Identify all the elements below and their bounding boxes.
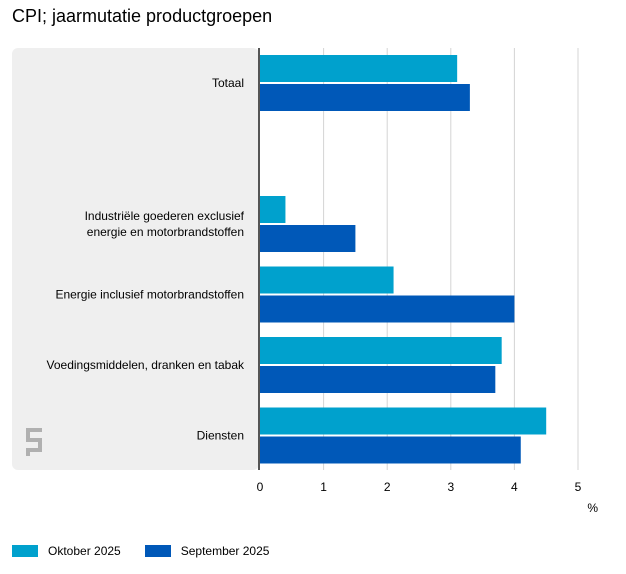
gridlines xyxy=(323,48,579,470)
logo-stroke xyxy=(38,442,42,448)
bar xyxy=(260,337,502,364)
x-axis-unit: % xyxy=(587,501,598,515)
legend-swatch xyxy=(144,545,171,557)
logo-stroke xyxy=(26,438,42,442)
chart-title: CPI; jaarmutatie productgroepen xyxy=(12,6,273,26)
legend-label: Oktober 2025 xyxy=(48,544,121,558)
category-label: Industriële goederen exclusief xyxy=(85,209,245,223)
bar xyxy=(260,196,286,223)
legend-label: September 2025 xyxy=(180,544,270,558)
category-label: Diensten xyxy=(197,429,244,443)
bars xyxy=(260,55,547,464)
x-tick-label: 0 xyxy=(257,480,264,494)
x-tick-labels: 0 1 2 3 4 5 xyxy=(257,480,582,494)
x-tick-label: 4 xyxy=(511,480,518,494)
x-tick-label: 2 xyxy=(384,480,391,494)
logo-stroke xyxy=(26,448,42,452)
bar xyxy=(260,407,547,435)
cbs-logo-icon xyxy=(26,428,42,456)
logo-stroke xyxy=(26,432,30,438)
bar xyxy=(260,266,394,294)
bar xyxy=(260,55,458,82)
legend: Oktober 2025 September 2025 xyxy=(12,544,293,558)
legend-item-oktober[interactable]: Oktober 2025 xyxy=(12,544,121,558)
bar xyxy=(260,295,515,323)
logo-stroke xyxy=(26,428,42,432)
legend-swatch xyxy=(12,545,38,557)
category-label: Voedingsmiddelen, dranken en tabak xyxy=(47,358,245,372)
category-label: energie en motorbrandstoffen xyxy=(87,225,244,239)
category-labels: Totaal Industriële goederen exclusief ener… xyxy=(47,76,245,443)
label-area-background xyxy=(12,48,259,470)
logo-stroke xyxy=(26,452,30,456)
x-tick-label: 3 xyxy=(447,480,454,494)
x-tick-label: 5 xyxy=(575,480,582,494)
category-label: Energie inclusief motorbrandstoffen xyxy=(55,288,244,302)
legend-item-september[interactable]: September 2025 xyxy=(144,544,270,558)
bar xyxy=(260,366,496,393)
bar xyxy=(260,225,356,252)
category-label: Totaal xyxy=(212,76,244,90)
bar xyxy=(260,84,470,111)
bar xyxy=(260,436,521,464)
x-tick-label: 1 xyxy=(320,480,327,494)
